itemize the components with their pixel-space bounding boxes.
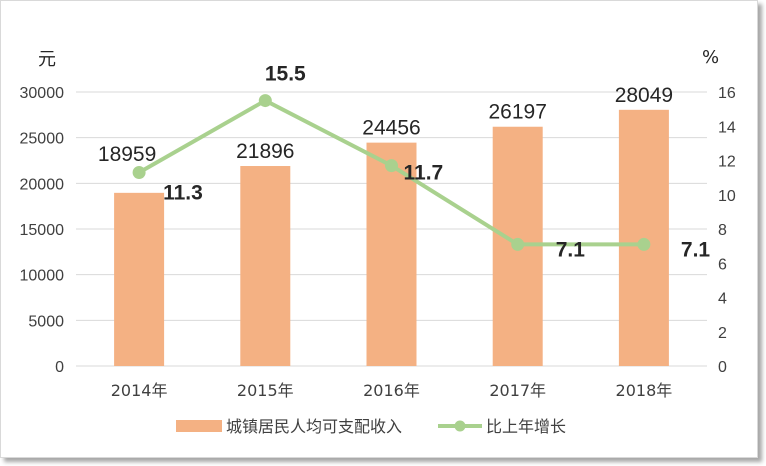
- right-tick-label: 4: [718, 291, 727, 308]
- left-tick-label: 0: [55, 359, 64, 376]
- line-marker: [511, 237, 525, 251]
- right-tick-label: 8: [718, 222, 727, 239]
- line-marker: [258, 94, 272, 108]
- left-tick-label: 15000: [20, 222, 65, 239]
- left-tick-label: 30000: [20, 85, 65, 102]
- right-tick-label: 10: [718, 188, 736, 205]
- right-tick-label: 6: [718, 256, 727, 273]
- left-axis: 0 5000 10000 15000 20000 25000 30000: [20, 85, 65, 376]
- data-labels: 18959 21896 24456 26197 28049 11.3 15.5 11.7 7.1…: [98, 63, 711, 262]
- bar: [618, 109, 669, 367]
- right-tick-label: 14: [718, 119, 736, 136]
- bar: [366, 142, 417, 366]
- left-tick-label: 5000: [28, 313, 64, 330]
- growth-value-label: 7.1: [681, 238, 711, 261]
- category-label: 2015年: [237, 381, 294, 400]
- growth-value-label: 11.7: [404, 162, 444, 185]
- left-tick-label: 10000: [20, 268, 65, 285]
- bar-value-label: 21896: [236, 140, 294, 163]
- line-marker: [132, 165, 146, 179]
- bar-value-label: 28049: [615, 84, 673, 107]
- right-tick-label: 0: [718, 359, 727, 376]
- left-tick-label: 25000: [20, 131, 65, 148]
- category-label: 2017年: [489, 381, 546, 400]
- bar-value-label: 24456: [362, 117, 420, 140]
- right-tick-label: 2: [718, 325, 727, 342]
- growth-value-label: 11.3: [163, 181, 203, 204]
- bar-value-label: 18959: [98, 143, 156, 166]
- right-tick-label: 16: [718, 85, 736, 102]
- legend-bar-swatch: [176, 420, 222, 432]
- right-tick-label: 12: [718, 154, 736, 171]
- category-axis: 2014年 2015年 2016年 2017年 2018年: [111, 381, 673, 400]
- growth-value-label: 15.5: [265, 63, 306, 86]
- category-label: 2014年: [111, 381, 168, 400]
- line-series: [132, 94, 651, 251]
- bar-series: [114, 109, 669, 367]
- right-axis-unit: %: [702, 47, 719, 68]
- bar: [114, 192, 165, 366]
- left-axis-unit: 元: [38, 49, 56, 70]
- legend-bar-label: 城镇居民人均可支配收入: [226, 417, 402, 436]
- legend-line-marker: [454, 420, 466, 432]
- legend-line-label: 比上年增长: [486, 417, 566, 436]
- category-label: 2016年: [363, 381, 420, 400]
- growth-value-label: 7.1: [556, 238, 586, 261]
- bar-value-label: 26197: [488, 101, 546, 124]
- legend: 城镇居民人均可支配收入 比上年增长: [176, 417, 566, 436]
- right-axis: 0 2 4 6 8 10 12 14 16: [718, 85, 736, 376]
- bar: [240, 166, 291, 366]
- line-marker: [385, 159, 398, 173]
- left-tick-label: 20000: [20, 176, 65, 193]
- category-label: 2018年: [616, 381, 673, 400]
- line-marker: [637, 237, 651, 251]
